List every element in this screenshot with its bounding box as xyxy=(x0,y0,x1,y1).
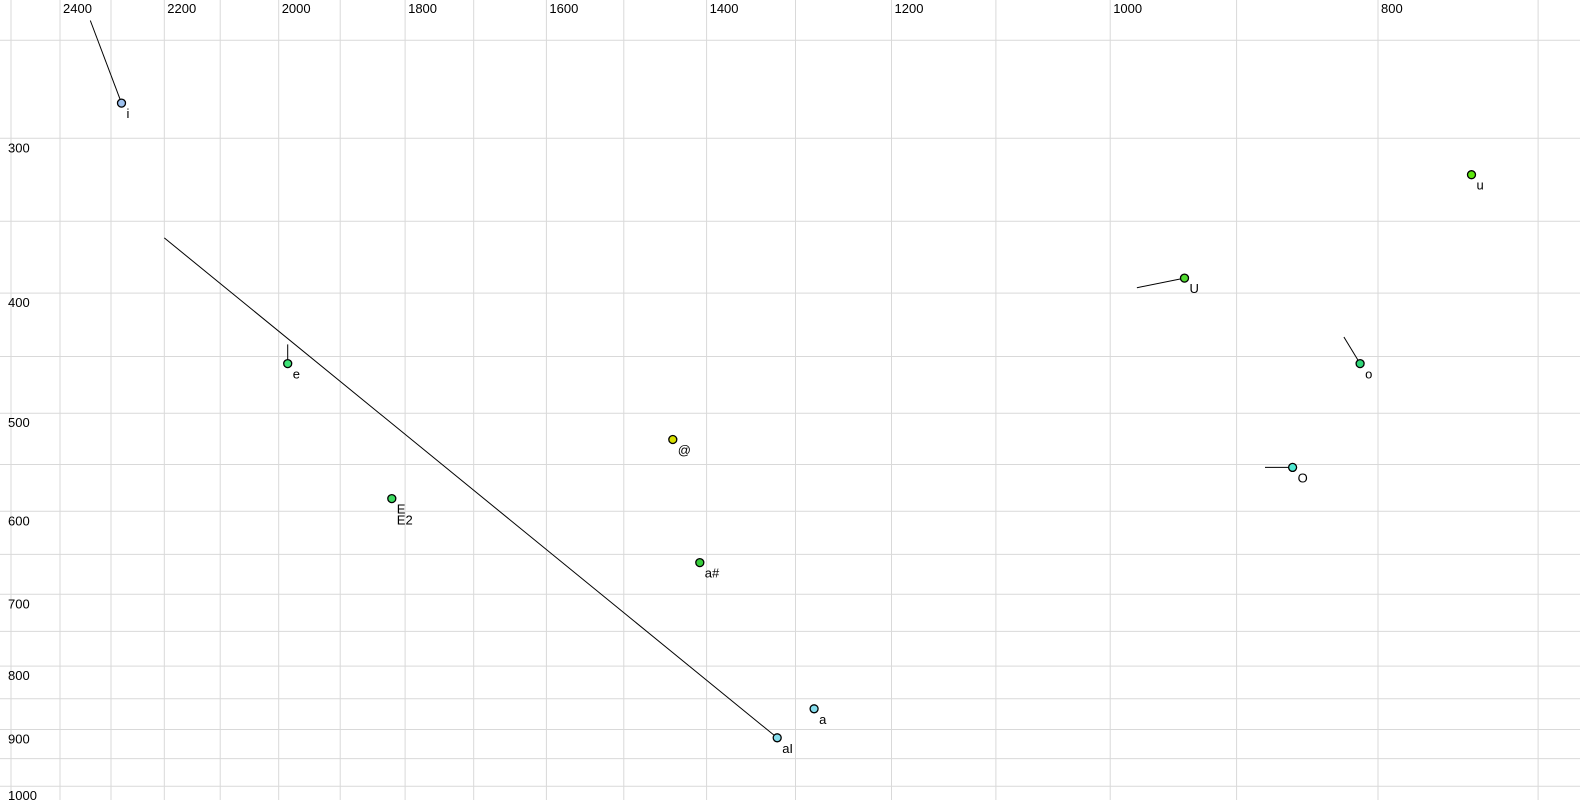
x-axis-tick-label-800: 800 xyxy=(1381,1,1403,16)
vowel-label-i: i xyxy=(127,106,130,121)
vowel-label-U: U xyxy=(1190,281,1199,296)
vowel-point-aI[interactable] xyxy=(772,733,782,743)
vowel-label-@: @ xyxy=(678,443,691,458)
x-axis-tick-label-1200: 1200 xyxy=(895,1,924,16)
x-axis-tick-label-1000: 1000 xyxy=(1113,1,1142,16)
y-axis-tick-label-600: 600 xyxy=(8,513,30,528)
glide-line-U xyxy=(1136,277,1185,289)
vowel-label-u: u xyxy=(1477,178,1484,193)
vowel-label-e: e xyxy=(293,367,300,382)
y-axis-tick-label-800: 800 xyxy=(8,668,30,683)
y-axis-tick-label-300: 300 xyxy=(8,140,30,155)
glide-line-aI xyxy=(163,237,778,739)
x-axis-tick-label-2000: 2000 xyxy=(282,1,311,16)
vowel-point-O[interactable] xyxy=(1287,462,1298,473)
x-axis-tick-label-2200: 2200 xyxy=(167,1,196,16)
vowel-label-aI: aI xyxy=(782,741,793,756)
vowel-point-U[interactable] xyxy=(1179,273,1190,283)
y-axis-tick-label-500: 500 xyxy=(8,415,30,430)
y-axis-tick-label-900: 900 xyxy=(8,732,30,747)
vowel-point-e[interactable] xyxy=(283,358,293,369)
y-axis-tick-label-700: 700 xyxy=(8,596,30,611)
vowel-point-u[interactable] xyxy=(1466,170,1477,180)
vowel-point-o[interactable] xyxy=(1355,358,1365,369)
x-axis-tick-label-2400: 2400 xyxy=(63,1,92,16)
x-axis-tick-label-1600: 1600 xyxy=(549,1,578,16)
vowel-label-O: O xyxy=(1298,470,1308,485)
vowel-label-o: o xyxy=(1365,367,1372,382)
vowel-point-a#[interactable] xyxy=(695,557,705,568)
vowel-label-E: E xyxy=(397,502,406,517)
vowel-point-i[interactable] xyxy=(116,98,127,108)
x-axis-tick-label-1400: 1400 xyxy=(710,1,739,16)
vowel-label-a#: a# xyxy=(705,566,720,581)
vowel-label-E2: E2 xyxy=(397,513,413,528)
vowel-point-E[interactable] xyxy=(387,493,397,504)
y-axis-tick-label-400: 400 xyxy=(8,295,30,310)
vowel-label-a: a xyxy=(819,712,827,727)
glide-line-o xyxy=(1343,336,1361,364)
vowel-point-@[interactable] xyxy=(668,434,678,445)
vowel-point-a[interactable] xyxy=(809,704,819,714)
x-axis-tick-label-1800: 1800 xyxy=(408,1,437,16)
y-axis-tick-label-1000: 1000 xyxy=(8,788,37,800)
glide-line-i xyxy=(89,20,122,104)
